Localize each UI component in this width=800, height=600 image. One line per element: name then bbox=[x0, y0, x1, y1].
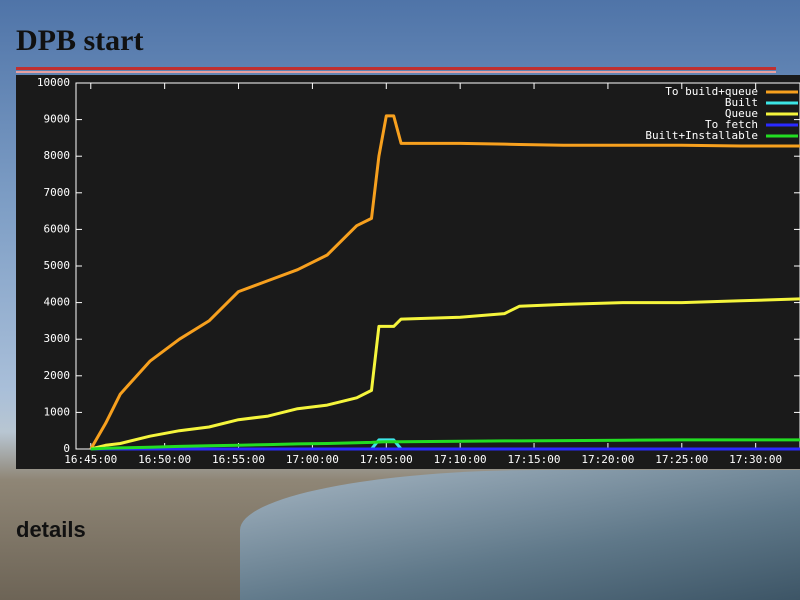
legend-label: Queue bbox=[725, 107, 758, 120]
x-tick-label: 17:30:00 bbox=[729, 453, 782, 466]
x-tick-label: 16:50:00 bbox=[138, 453, 191, 466]
y-tick-label: 2000 bbox=[44, 369, 71, 382]
title-rule bbox=[16, 71, 776, 73]
x-tick-label: 17:00:00 bbox=[286, 453, 339, 466]
x-tick-label: 17:05:00 bbox=[360, 453, 413, 466]
slide-title: DPB start bbox=[16, 24, 144, 57]
series-line bbox=[90, 297, 800, 451]
y-tick-label: 8000 bbox=[44, 149, 71, 162]
y-tick-label: 0 bbox=[63, 442, 70, 455]
y-tick-label: 4000 bbox=[44, 296, 71, 309]
y-tick-label: 3000 bbox=[44, 332, 71, 345]
legend-label: To fetch bbox=[705, 118, 758, 131]
title-rule bbox=[16, 67, 776, 70]
y-tick-label: 1000 bbox=[44, 405, 71, 418]
details-link: details bbox=[16, 517, 86, 542]
series-line bbox=[90, 438, 800, 451]
y-tick-label: 5000 bbox=[44, 259, 71, 272]
legend-label: Built bbox=[725, 96, 758, 109]
x-tick-label: 16:45:00 bbox=[64, 453, 117, 466]
legend-label: Built+Installable bbox=[645, 129, 758, 142]
y-tick-label: 6000 bbox=[44, 222, 71, 235]
legend-label: To build+queue bbox=[665, 85, 758, 98]
x-tick-label: 17:20:00 bbox=[581, 453, 634, 466]
series-line bbox=[89, 114, 800, 450]
chart-background bbox=[16, 75, 800, 469]
y-tick-label: 10000 bbox=[37, 76, 70, 89]
x-tick-label: 16:55:00 bbox=[212, 453, 265, 466]
sea bbox=[240, 470, 800, 600]
x-tick-label: 17:15:00 bbox=[508, 453, 561, 466]
x-tick-label: 17:25:00 bbox=[655, 453, 708, 466]
y-tick-label: 9000 bbox=[44, 113, 71, 126]
x-tick-label: 17:10:00 bbox=[434, 453, 487, 466]
y-tick-label: 7000 bbox=[44, 186, 71, 199]
